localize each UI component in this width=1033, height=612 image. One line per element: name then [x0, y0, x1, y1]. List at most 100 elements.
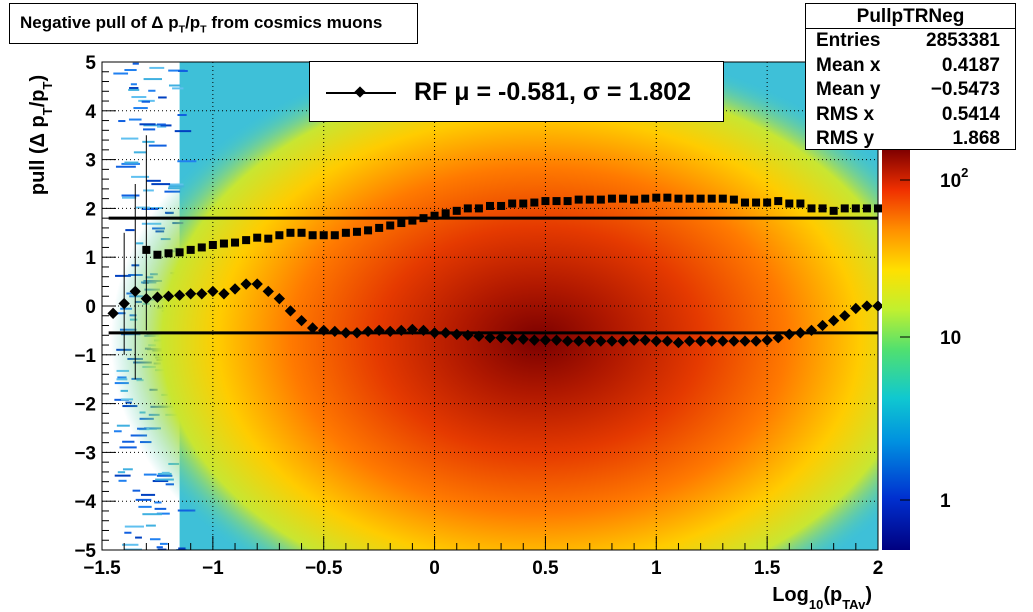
square-marker: [364, 226, 373, 235]
colorbar-label: 1: [940, 491, 951, 512]
heatmap-stripe: [129, 87, 139, 90]
square-marker: [707, 194, 716, 203]
heatmap-stripe: [152, 480, 169, 483]
heatmap-stripe: [128, 88, 140, 91]
y-axis-title: pull (Δ pT/pT): [27, 75, 55, 195]
y-tick-label: 3: [85, 151, 96, 172]
stats-value: 2853381: [926, 30, 1000, 51]
diamond-marker: [672, 336, 685, 349]
heatmap-stripe: [124, 161, 139, 164]
heatmap-stripe: [146, 179, 161, 182]
diamond-marker: [151, 291, 164, 303]
diamond-marker: [661, 335, 674, 347]
heatmap-stripe: [140, 493, 156, 496]
heatmap-stripe: [124, 548, 142, 550]
diamond-marker: [728, 335, 740, 347]
chart-title: Negative pull of Δ pT/pT from cosmics mu…: [9, 3, 418, 44]
y-tick-label: −5: [74, 541, 96, 562]
heatmap-stripe: [148, 144, 167, 147]
diamond-marker: [162, 290, 175, 302]
diamond-marker: [229, 283, 241, 295]
heatmap-stripe: [113, 430, 122, 433]
x-tick-label: −1: [202, 558, 224, 579]
heatmap-stripe: [133, 107, 148, 110]
square-marker: [341, 228, 350, 237]
heatmap-background: [102, 62, 878, 550]
y-tick-label: 0: [85, 297, 96, 318]
square-marker: [519, 199, 528, 208]
heatmap-stripe: [132, 489, 141, 492]
heatmap-stripe: [131, 96, 147, 99]
diamond-marker: [362, 325, 374, 338]
x-tick-label: −0.5: [305, 558, 343, 579]
heatmap-stripe: [178, 547, 186, 550]
heatmap-stripe: [119, 446, 137, 449]
heatmap-stripe: [159, 542, 168, 545]
y-tick-label: −3: [74, 443, 96, 464]
heatmap-stripe: [130, 83, 137, 86]
stats-label: Entries: [816, 30, 881, 51]
diamond-marker: [617, 335, 629, 347]
square-marker: [685, 194, 694, 203]
diamond-marker: [739, 335, 751, 347]
heatmap-stripe: [116, 424, 130, 427]
stats-value: 1.868: [952, 128, 1000, 149]
data-points: [107, 135, 884, 380]
stats-label: Mean y: [816, 79, 881, 100]
square-marker: [607, 194, 616, 203]
heatmap-stripe: [160, 124, 172, 127]
heatmap-stripe: [133, 151, 147, 154]
heatmap-stripe: [115, 165, 136, 168]
heatmap-stripe: [149, 66, 165, 69]
square-marker: [840, 204, 849, 213]
heatmap-stripe: [135, 498, 152, 501]
diamond-marker: [262, 285, 274, 298]
y-tick-label: −2: [74, 395, 96, 416]
square-marker: [463, 204, 472, 213]
heatmap-stripe: [143, 78, 162, 81]
square-marker: [785, 199, 794, 208]
heatmap-stripe: [136, 206, 150, 209]
stats-box: PullpTRNeg Entries 2853381 Mean x 0.4187 M…: [805, 3, 1016, 150]
diamond-marker: [839, 310, 851, 322]
heatmap-stripe: [156, 123, 166, 126]
square-marker: [253, 233, 262, 242]
heatmap-stripe: [143, 128, 156, 131]
square-marker: [375, 223, 384, 232]
square-marker: [807, 204, 816, 213]
diamond-marker: [794, 327, 807, 339]
square-marker: [186, 245, 195, 254]
diamond-marker: [595, 335, 607, 347]
heatmap-stripe: [142, 513, 162, 516]
colorbar: [882, 150, 910, 550]
diamond-marker: [395, 324, 407, 337]
square-marker: [430, 211, 439, 220]
heatmap-stripe: [124, 69, 137, 72]
diamond-marker: [816, 319, 829, 332]
heatmap-stripe: [149, 538, 161, 541]
square-marker: [297, 228, 306, 237]
heatmap-stripe: [113, 72, 129, 75]
heatmap-stripe: [158, 96, 167, 99]
colorbar-label: 10: [940, 328, 961, 349]
square-marker: [829, 206, 838, 215]
square-marker: [486, 201, 494, 210]
diamond-marker: [717, 335, 729, 347]
square-marker: [530, 198, 539, 207]
square-marker: [696, 194, 705, 203]
heatmap-stripe: [141, 207, 159, 210]
diamond-marker: [750, 335, 762, 347]
diamond-marker: [683, 335, 696, 347]
stats-row: Mean x 0.4187: [806, 54, 1015, 79]
square-marker: [397, 219, 406, 228]
heatmap-stripe: [125, 229, 135, 232]
diamond-marker: [351, 327, 363, 339]
heatmap-stripe: [142, 140, 155, 143]
square-marker: [619, 194, 628, 203]
square-marker: [441, 209, 450, 218]
square-marker: [652, 193, 661, 202]
heatmap-stripe: [141, 100, 151, 103]
diamond-marker: [406, 323, 419, 336]
square-marker: [330, 231, 339, 240]
square-marker: [164, 249, 173, 258]
